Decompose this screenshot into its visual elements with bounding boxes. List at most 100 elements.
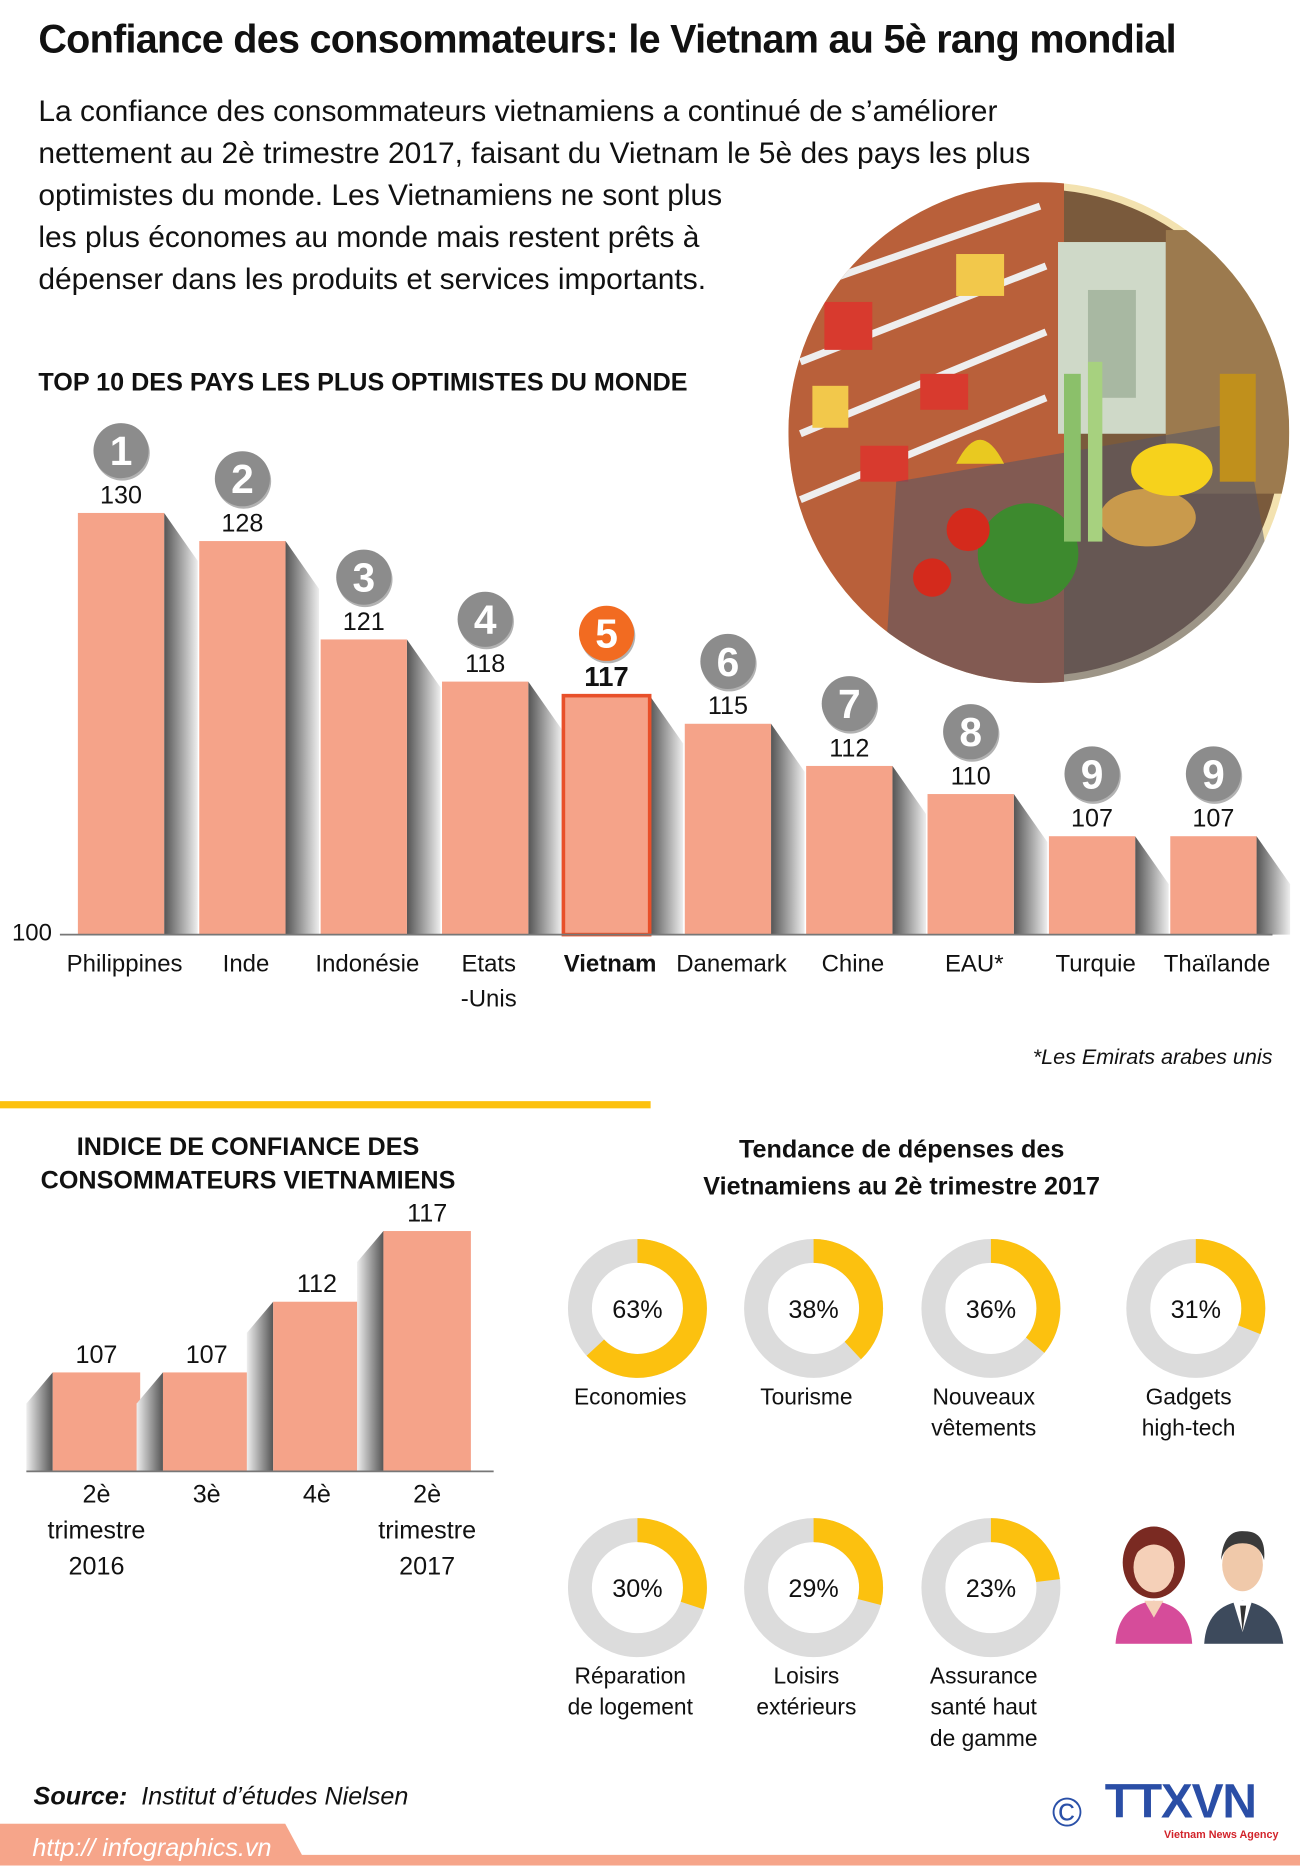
label-line: santé haut: [930, 1695, 1037, 1721]
bar-shadow: [649, 695, 684, 935]
rank-badge: [821, 676, 877, 732]
category-label: EAU*: [945, 951, 1004, 978]
category-label: Vietnam: [564, 951, 657, 978]
bar: [320, 639, 407, 935]
page-title: Confiance des consommateurs: le Vietnam …: [38, 16, 1176, 62]
bar: [383, 1231, 471, 1472]
bar: [199, 541, 286, 935]
bar: [684, 723, 772, 935]
rank-number: 4: [474, 597, 497, 643]
percent-label: 63%: [612, 1296, 662, 1324]
percent-label: 23%: [966, 1575, 1016, 1603]
rank-badge: [700, 633, 756, 690]
bar-shadow: [246, 1301, 274, 1472]
category-label: -Unis: [461, 985, 517, 1012]
rank-number: 1: [110, 428, 133, 474]
value-label: 112: [297, 1270, 337, 1298]
top10-bar-chart: 130 1 Philippines 128 2 Inde 121 3 Indonésie 118 4…: [12, 423, 1291, 1012]
percent-label: 36%: [966, 1296, 1016, 1324]
rank-badge: [1185, 746, 1241, 802]
rank-number: 7: [838, 681, 861, 727]
intro-paragraph: La confiance des consommateurs vietnamie…: [38, 91, 1116, 301]
label-line: Loisirs: [773, 1664, 840, 1690]
bar-shadow: [285, 541, 320, 935]
value-label: 107: [1071, 805, 1113, 833]
label-line: Tourisme: [760, 1385, 853, 1411]
category-label: 2016: [68, 1552, 124, 1580]
top10-chart-title: TOP 10 DES PAYS LES PLUS OPTIMISTES DU M…: [38, 369, 688, 397]
footer-bar: [0, 1823, 1300, 1866]
rank-number: 3: [352, 555, 375, 601]
value-label: 107: [1192, 805, 1234, 833]
source-line: Source: Institut d’études Nielsen: [34, 1783, 409, 1812]
donut-segment: [567, 1518, 707, 1658]
label-line: high-tech: [1141, 1416, 1236, 1442]
bar: [273, 1301, 361, 1472]
bar-shadow: [357, 1231, 384, 1472]
intro-line: optimistes du monde. Les Vietnamiens ne …: [38, 178, 723, 213]
donut-chart: 36%: [921, 1238, 1061, 1378]
category-label: Turquie: [1055, 951, 1135, 978]
category-label: Inde: [223, 951, 270, 978]
value-label: 130: [100, 481, 142, 509]
category-label: 4è: [303, 1481, 331, 1509]
bar: [927, 794, 1014, 935]
donut-segment: [1126, 1238, 1266, 1378]
rank-badge: [943, 704, 999, 760]
value-label: 107: [75, 1341, 117, 1369]
label-line: Nouveaux: [932, 1385, 1035, 1411]
donut-segment: [744, 1238, 884, 1378]
label-line: vêtements: [931, 1416, 1037, 1442]
category-label: Chine: [822, 951, 885, 978]
donut-chart: 38%: [744, 1238, 884, 1378]
donut-segment: [567, 1238, 707, 1378]
value-label: 112: [829, 734, 869, 762]
label-line: Assurance: [929, 1664, 1038, 1690]
category-label: Indonésie: [315, 951, 419, 978]
title-line: CONSOMMATEURS VIETNAMIENS: [40, 1167, 456, 1195]
category-label: 3è: [193, 1481, 221, 1509]
bar: [1170, 836, 1257, 935]
rank-number: 6: [717, 639, 740, 685]
bar: [561, 693, 652, 937]
label-line: de gamme: [929, 1726, 1038, 1752]
baseline-label: 100: [12, 920, 52, 947]
intro-line: dépenser dans les produits et services i…: [38, 262, 707, 296]
intro-line: nettement au 2è trimestre 2017, faisant …: [38, 136, 1031, 171]
label-line: extérieurs: [756, 1695, 857, 1721]
donut-chart: 31%: [1126, 1238, 1266, 1378]
rank-number: 5: [595, 611, 618, 657]
bar-shadow: [164, 512, 198, 935]
rank-badge: [457, 591, 513, 647]
label-line: Réparation: [574, 1664, 686, 1690]
source-label: Source:: [33, 1782, 128, 1811]
donut-label: Tourisme: [717, 1383, 897, 1414]
category-label: trimestre: [378, 1516, 476, 1544]
logo-text: TTXVN: [1104, 1775, 1257, 1829]
rank-badge: [93, 423, 149, 479]
title-line: Tendance de dépenses des: [738, 1135, 1065, 1164]
donut-label: Réparation de logement: [540, 1662, 720, 1724]
bar: [806, 765, 893, 935]
category-label: 2è: [82, 1481, 110, 1509]
bar: [162, 1372, 251, 1472]
bar-shadow: [1013, 794, 1048, 935]
bar-shadow: [771, 723, 805, 935]
donut-label: Economies: [540, 1383, 720, 1414]
footer-url-link[interactable]: http:// infographics.vn: [32, 1834, 272, 1863]
category-label: Danemark: [676, 951, 788, 978]
rank-number: 9: [1081, 751, 1104, 797]
donut-chart: 30%: [567, 1518, 707, 1658]
category-label: 2017: [399, 1552, 455, 1580]
donut-label: Gadgets high-tech: [1099, 1383, 1279, 1445]
percent-label: 29%: [788, 1575, 838, 1603]
donut-chart: 23%: [921, 1518, 1061, 1658]
rank-badge: [214, 451, 270, 507]
bar-shadow: [1135, 836, 1169, 935]
donut-segment: [921, 1238, 1061, 1378]
category-label: 2è: [413, 1481, 441, 1509]
rank-badge: [578, 605, 635, 661]
value-label: 107: [186, 1341, 228, 1369]
ttxvn-logo: TTXVN Vietnam News Agency: [1105, 1778, 1279, 1842]
